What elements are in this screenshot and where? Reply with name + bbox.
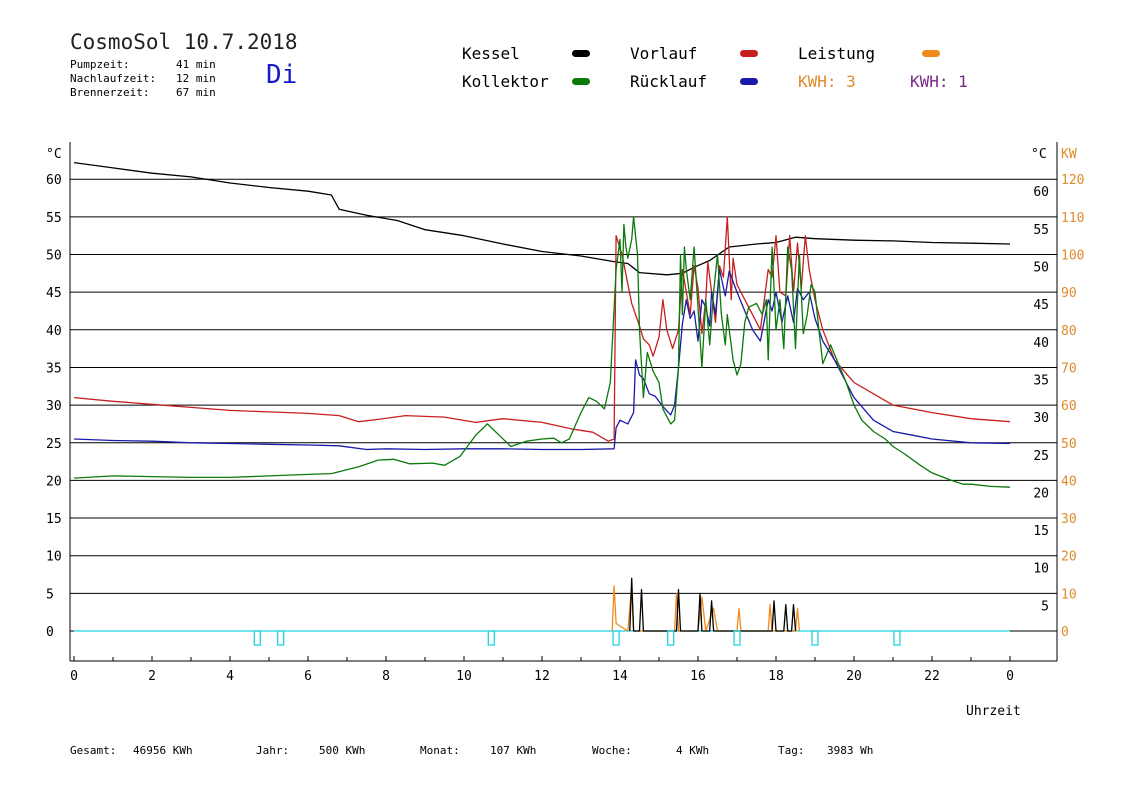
y-tick-power: 110 <box>1061 211 1084 226</box>
footer-woche-label: Woche: <box>592 744 632 757</box>
legend-ruecklauf-swatch <box>740 78 758 85</box>
x-tick-label: 14 <box>612 669 628 684</box>
series-line-ruecklauf <box>73 268 1011 451</box>
stat-value-brennerzeit: 67 min <box>176 86 216 99</box>
x-tick-label: 10 <box>456 669 472 684</box>
y-tick-power: 30 <box>1061 512 1077 527</box>
y-axis-unit-left: °C <box>46 147 62 162</box>
y-tick-right: 25 <box>1033 449 1049 464</box>
x-tick-label: 8 <box>382 669 390 684</box>
y-axis-unit-power: KW <box>1061 147 1077 162</box>
y-tick-left: 20 <box>46 474 62 489</box>
y-tick-right: 45 <box>1033 298 1049 313</box>
y-tick-power: 10 <box>1061 587 1077 602</box>
legend-kwh-b: KWH: 1 <box>910 72 968 91</box>
footer-woche-value: 4 KWh <box>676 744 710 757</box>
stat-value-pumpzeit: 41 min <box>176 58 216 71</box>
legend-kwh-a: KWH: 3 <box>798 72 856 91</box>
y-tick-power: 60 <box>1061 399 1077 414</box>
legend-vorlauf-swatch <box>740 50 758 57</box>
pump-marker <box>277 630 285 646</box>
y-tick-left: 5 <box>46 587 54 602</box>
y-tick-left: 45 <box>46 286 62 301</box>
y-tick-right: 50 <box>1033 261 1049 276</box>
y-tick-right: 60 <box>1033 185 1049 200</box>
x-tick-label: 0 <box>70 669 78 684</box>
x-tick-label: 6 <box>304 669 312 684</box>
stat-label-pumpzeit: Pumpzeit: <box>70 58 130 71</box>
footer-gesamt-value: 46956 KWh <box>133 744 193 757</box>
legend-leistung-swatch <box>922 50 940 57</box>
y-tick-right: 10 <box>1033 562 1049 577</box>
legend-kollektor-swatch <box>572 78 590 85</box>
footer-jahr-value: 500 KWh <box>319 744 366 757</box>
y-tick-power: 70 <box>1061 361 1077 376</box>
footer-tag-label: Tag: <box>778 744 805 757</box>
legend-kessel-label: Kessel <box>462 44 520 63</box>
pump-marker <box>733 630 741 646</box>
y-tick-left: 60 <box>46 173 62 188</box>
x-tick-label: 4 <box>226 669 234 684</box>
y-tick-right: 5 <box>1041 599 1049 614</box>
y-tick-left: 40 <box>46 324 62 339</box>
y-tick-left: 50 <box>46 249 62 264</box>
y-tick-left: 15 <box>46 512 62 527</box>
y-tick-left: 55 <box>46 211 62 226</box>
legend-kollektor-label: Kollektor <box>462 72 549 91</box>
footer-gesamt-label: Gesamt: <box>70 744 117 757</box>
x-axis-label: Uhrzeit <box>966 704 1021 719</box>
series-line-kollektor <box>73 216 1011 488</box>
y-tick-right: 55 <box>1033 223 1049 238</box>
pump-marker <box>487 630 495 646</box>
y-tick-right: 20 <box>1033 486 1049 501</box>
legend-vorlauf-label: Vorlauf <box>630 44 698 63</box>
y-tick-power: 50 <box>1061 437 1077 452</box>
stat-value-nachlaufzeit: 12 min <box>176 72 216 85</box>
x-tick-label: 2 <box>148 669 156 684</box>
x-tick-label: 0 <box>1006 669 1014 684</box>
footer-monat-label: Monat: <box>420 744 460 757</box>
y-tick-left: 35 <box>46 361 62 376</box>
pump-marker <box>893 630 901 646</box>
y-tick-left: 30 <box>46 399 62 414</box>
x-tick-label: 18 <box>768 669 784 684</box>
pump-marker <box>667 630 675 646</box>
pump-marker <box>811 630 819 646</box>
y-tick-power: 40 <box>1061 474 1077 489</box>
footer-jahr-label: Jahr: <box>256 744 290 757</box>
pump-marker <box>612 630 620 646</box>
x-tick-label: 16 <box>690 669 706 684</box>
stat-label-nachlaufzeit: Nachlaufzeit: <box>70 72 157 85</box>
y-tick-left: 10 <box>46 550 62 565</box>
x-tick-label: 22 <box>924 669 940 684</box>
series-line-kwh <box>629 577 797 632</box>
x-tick-label: 20 <box>846 669 862 684</box>
stat-label-brennerzeit: Brennerzeit: <box>70 86 150 99</box>
y-tick-power: 100 <box>1061 249 1084 264</box>
y-tick-right: 40 <box>1033 336 1049 351</box>
legend-kessel-swatch <box>572 50 590 57</box>
y-tick-power: 120 <box>1061 173 1084 188</box>
legend-leistung-label: Leistung <box>798 44 876 63</box>
y-tick-right: 35 <box>1033 373 1049 388</box>
weekday-label: Di <box>266 60 298 90</box>
y-tick-right: 30 <box>1033 411 1049 426</box>
y-tick-power: 80 <box>1061 324 1077 339</box>
series-line-vorlauf <box>73 216 1011 442</box>
chart-title: CosmoSol 10.7.2018 <box>70 30 298 54</box>
y-tick-right: 15 <box>1033 524 1049 539</box>
pump-marker <box>253 630 261 646</box>
y-tick-left: 25 <box>46 437 62 452</box>
y-axis-unit-right: °C <box>1031 147 1047 162</box>
legend-ruecklauf-label: Rücklauf <box>630 72 708 91</box>
footer-tag-value: 3983 Wh <box>827 744 874 757</box>
y-tick-power: 0 <box>1061 625 1069 640</box>
y-tick-power: 90 <box>1061 286 1077 301</box>
footer-monat-value: 107 KWh <box>490 744 537 757</box>
y-tick-power: 20 <box>1061 550 1077 565</box>
y-tick-left: 0 <box>46 625 54 640</box>
x-tick-label: 12 <box>534 669 550 684</box>
